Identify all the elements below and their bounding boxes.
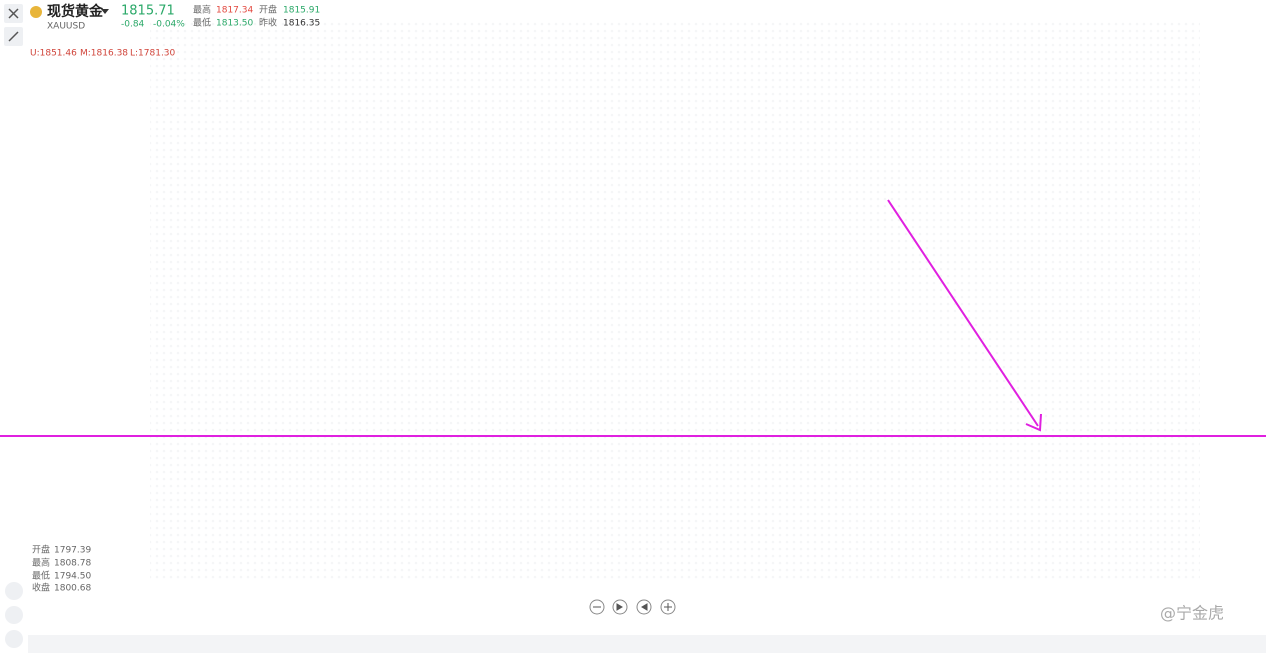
band-legend: M:1816.38 [80,49,128,59]
info-name: 开盘 [32,544,50,556]
gold-icon [30,6,42,18]
info-value: 1800.68 [54,584,91,594]
info-name: 最低 [32,570,50,582]
info-value: 1808.78 [54,559,91,569]
instrument-name: 现货黄金 [47,3,104,20]
draw-icon [8,31,19,42]
field-value: 1817.34 [216,6,253,16]
change: -0.84 [121,20,145,30]
info-name: 收盘 [32,582,50,594]
indicator-button[interactable] [5,582,23,600]
map-background [150,20,1200,580]
info-value: 1797.39 [54,546,91,556]
price: 1815.71 [121,4,175,19]
tool-button[interactable] [5,630,23,648]
field-value: 1813.50 [216,19,253,29]
band-legend: U:1851.46 [30,49,77,59]
symbol: XAUUSD [47,22,85,32]
zoom-icons [593,603,672,611]
field-name: 最低 [193,17,211,29]
field-value: 1816.35 [283,19,320,29]
pen-button[interactable] [5,606,23,624]
info-value: 1794.50 [54,572,91,582]
close-icon [8,8,19,19]
change-pct: -0.04% [153,20,185,30]
period-bar [28,635,1266,653]
drawn-trend-arrow [887,199,1039,427]
info-name: 最高 [32,557,50,569]
field-name: 昨收 [259,17,277,29]
band-legend: L:1781.30 [130,49,176,59]
watermark: @宁金虎 [1160,604,1224,623]
field-name: 开盘 [259,4,277,16]
field-name: 最高 [193,4,211,16]
dropdown-icon[interactable] [101,9,109,14]
arrow-head [1025,413,1042,432]
field-value: 1815.91 [283,6,320,16]
